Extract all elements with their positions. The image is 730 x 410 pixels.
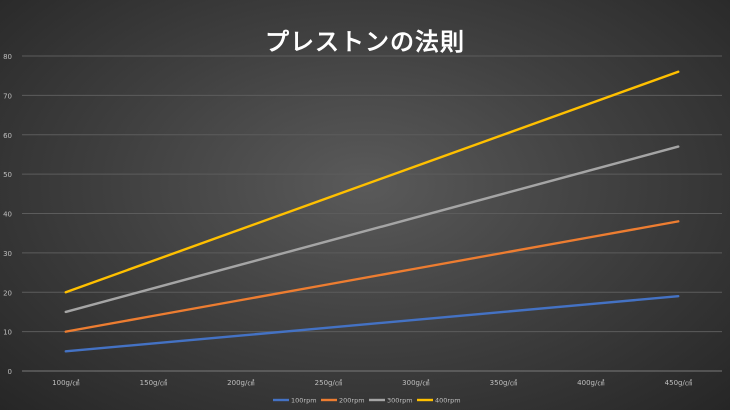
- y-tick-label: 0: [8, 368, 12, 376]
- series-line-400rpm: [64, 70, 680, 294]
- y-tick-label: 70: [3, 92, 12, 100]
- x-tick-label: 400g/㎠: [577, 379, 604, 387]
- legend-label: 100rpm: [291, 397, 317, 405]
- legend-label: 300rpm: [387, 397, 413, 405]
- y-tick-label: 30: [3, 250, 12, 258]
- x-tick-label: 200g/㎠: [227, 379, 254, 387]
- y-tick-label: 20: [3, 289, 12, 297]
- series-line-100rpm: [64, 294, 680, 353]
- x-tick-label: 150g/㎠: [140, 379, 167, 387]
- x-tick-label: 100g/㎠: [52, 379, 79, 387]
- chart-title: プレストンの法則: [265, 28, 465, 56]
- legend-label: 200rpm: [339, 397, 365, 405]
- series-line-200rpm: [64, 220, 680, 333]
- y-tick-label: 60: [3, 132, 12, 140]
- legend-label: 400rpm: [435, 397, 461, 405]
- x-tick-label: 300g/㎠: [402, 379, 429, 387]
- series-line-300rpm: [64, 145, 680, 314]
- x-tick-label: 250g/㎠: [315, 379, 342, 387]
- x-tick-label: 450g/㎠: [665, 379, 692, 387]
- y-tick-label: 40: [3, 211, 12, 219]
- y-tick-label: 10: [3, 329, 12, 337]
- x-tick-label: 350g/㎠: [490, 379, 517, 387]
- y-tick-label: 50: [3, 171, 12, 179]
- y-tick-label: 80: [3, 53, 12, 61]
